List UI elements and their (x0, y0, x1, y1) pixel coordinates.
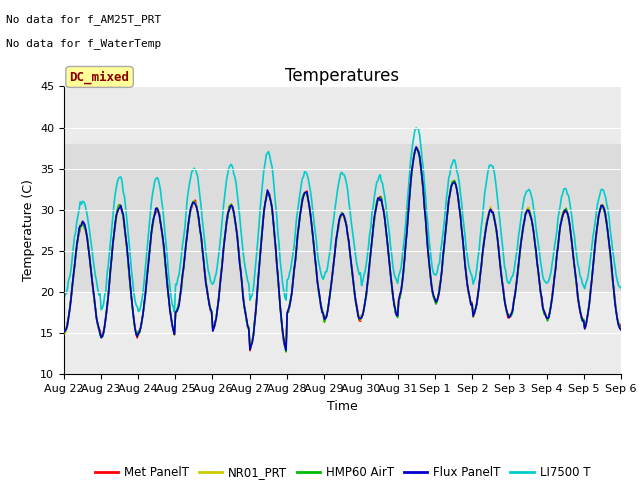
Title: Temperatures: Temperatures (285, 67, 399, 85)
X-axis label: Time: Time (327, 400, 358, 413)
Text: No data for f_AM25T_PRT: No data for f_AM25T_PRT (6, 14, 162, 25)
Y-axis label: Temperature (C): Temperature (C) (22, 180, 35, 281)
Text: DC_mixed: DC_mixed (70, 70, 129, 84)
Bar (64, 144, 621, 292)
Text: No data for f_WaterTemp: No data for f_WaterTemp (6, 38, 162, 49)
Legend: Met PanelT, NR01_PRT, HMP60 AirT, Flux PanelT, LI7500 T: Met PanelT, NR01_PRT, HMP60 AirT, Flux P… (90, 461, 595, 480)
